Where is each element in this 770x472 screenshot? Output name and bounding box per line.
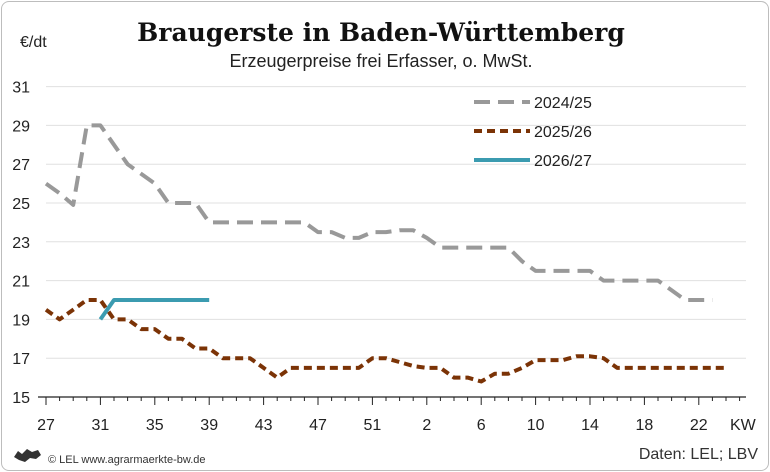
legend: 2024/25 2025/26 2026/27 [474,95,592,170]
x-tick-label: 31 [92,417,110,434]
legend-label: 2025/26 [534,124,592,141]
footer-copyright: © LEL www.agrarmaerkte-bw.de [48,454,206,466]
y-tick-label: 25 [12,196,30,213]
y-tick-label: 27 [12,157,30,174]
y-axis-unit-label: €/dt [20,34,47,51]
chart-title: Braugerste in Baden-Württemberg [137,18,625,47]
y-tick-label: 31 [12,80,30,97]
series-line-2024-25 [44,123,713,302]
y-tick-label: 17 [12,351,30,368]
x-tick-label: 6 [477,417,486,434]
x-tick-label: 35 [146,417,164,434]
x-tick-label: 2 [422,417,431,434]
series-line-2026-27 [98,298,210,321]
x-tick-label: 10 [527,417,545,434]
y-tick-label: 15 [12,390,30,407]
gridlines [46,86,746,359]
lel-logo-icon [14,449,41,462]
y-tick-labels: 15 17 19 21 23 25 27 29 31 [12,80,30,407]
x-tick-label: 14 [581,417,599,434]
series-lines [44,123,726,384]
x-axis-unit-label: KW [730,417,757,434]
x-tick-label: 51 [364,417,382,434]
legend-label: 2026/27 [534,153,592,170]
x-axis: 27 31 35 39 43 47 51 2 6 10 14 18 22 [37,396,746,434]
y-tick-label: 21 [12,274,30,291]
x-tick-label: 39 [200,417,218,434]
series-line-2025-26 [44,298,726,384]
y-tick-label: 23 [12,235,30,252]
legend-label: 2024/25 [534,95,592,112]
y-tick-label: 19 [12,312,30,329]
x-tick-label: 22 [690,417,708,434]
footer-source: Daten: LEL; LBV [639,446,759,463]
y-tick-label: 29 [12,118,30,135]
chart-subtitle: Erzeugerpreise frei Erfasser, o. MwSt. [229,51,532,71]
x-tick-label: 27 [37,417,55,434]
x-tick-label: 43 [255,417,273,434]
x-tick-label: 18 [636,417,654,434]
x-tick-label: 47 [309,417,327,434]
